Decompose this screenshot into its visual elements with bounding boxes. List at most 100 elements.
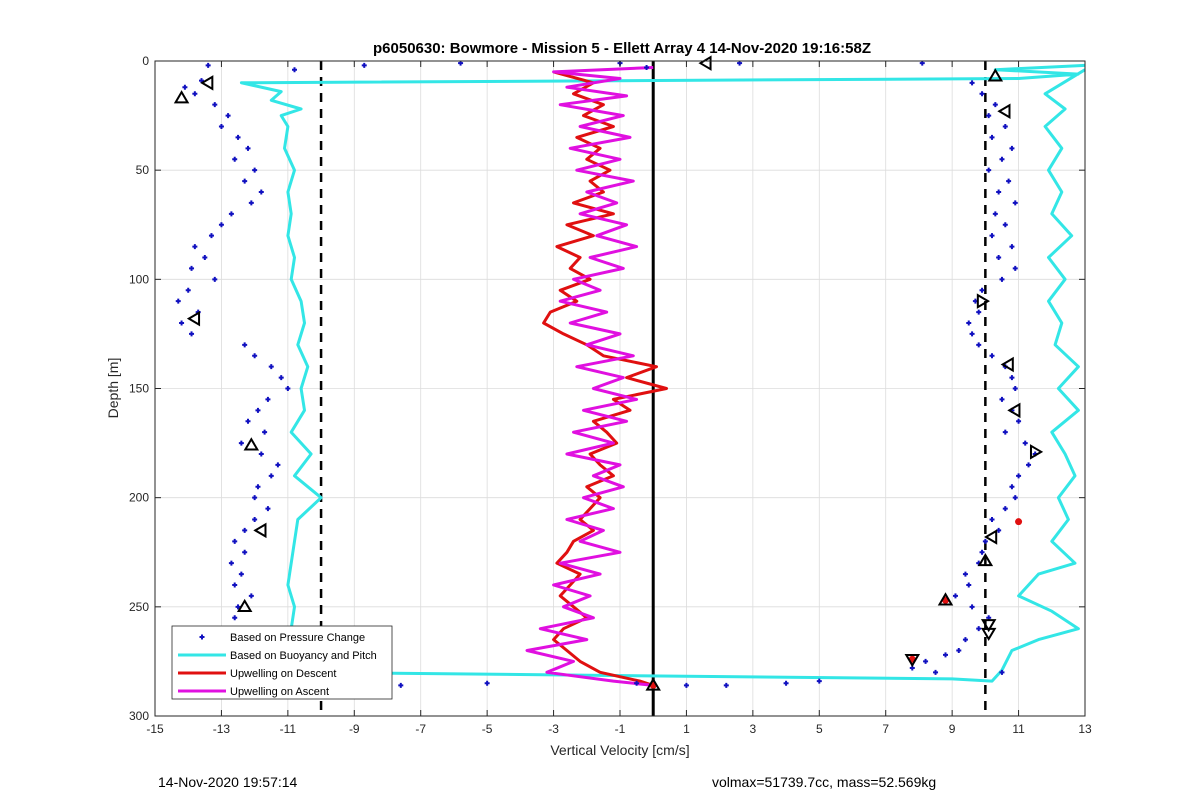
x-axis-label: Vertical Velocity [cm/s]: [550, 742, 689, 758]
pressure-point: [258, 189, 264, 195]
y-tick-label: 200: [129, 491, 149, 505]
pressure-point: [933, 669, 939, 675]
pressure-point: [248, 200, 254, 206]
triangle-marker: [253, 522, 267, 539]
pressure-point: [258, 451, 264, 457]
pressure-point: [976, 342, 982, 348]
pressure-point: [683, 682, 689, 688]
pressure-point: [212, 102, 218, 108]
grid: [154, 60, 1086, 717]
pressure-point: [235, 604, 241, 610]
triangle-marker: [977, 553, 994, 567]
y-tick-label: 0: [142, 54, 149, 68]
triangle-marker: [976, 293, 991, 309]
red-dot: [1015, 518, 1023, 526]
pressure-point: [232, 538, 238, 544]
pressure-point: [361, 62, 367, 68]
footer-info: volmax=51739.7cc, mass=52.569kg: [712, 774, 937, 790]
pressure-point: [205, 62, 211, 68]
triangle-marker: [243, 437, 260, 451]
triangle-marker: [987, 68, 1004, 82]
pressure-point: [1002, 429, 1008, 435]
pressure-point: [962, 571, 968, 577]
pressure-point: [252, 353, 258, 359]
pressure-point: [966, 320, 972, 326]
pressure-point: [268, 473, 274, 479]
pressure-point: [245, 145, 251, 151]
x-tick-label: -15: [146, 722, 164, 736]
pressure-point: [989, 353, 995, 359]
pressure-point: [999, 276, 1005, 282]
pressure-point: [398, 682, 404, 688]
triangle-marker: [904, 654, 921, 668]
x-tick-label: 9: [949, 722, 956, 736]
axes: -15 -13 -11 -9 -7 -5 -3 -1 1 3 5 7 9 11 13050100150200…: [129, 54, 1092, 736]
pressure-point: [992, 211, 998, 217]
pressure-point: [484, 680, 490, 686]
pressure-point: [268, 364, 274, 370]
y-tick-label: 50: [136, 163, 150, 177]
pressure-point: [1009, 145, 1015, 151]
pressure-point: [969, 331, 975, 337]
triangle-marker: [698, 55, 712, 71]
pressure-point: [783, 680, 789, 686]
y-tick-label: 100: [129, 272, 149, 286]
pressure-point: [238, 440, 244, 446]
pressure-point: [999, 396, 1005, 402]
pressure-point: [986, 167, 992, 173]
triangle-marker: [1000, 356, 1014, 373]
legend-swatch: [199, 634, 205, 640]
pressure-point: [202, 255, 208, 260]
pressure-point: [262, 429, 268, 435]
triangle-marker: [173, 90, 190, 104]
pressure-point: [252, 517, 258, 522]
pressure-point: [1012, 265, 1018, 271]
pressure-point: [1009, 244, 1015, 250]
pressure-point: [242, 549, 248, 555]
pressure-point: [986, 113, 992, 119]
pressure-point: [189, 331, 195, 337]
pressure-point: [989, 233, 995, 239]
triangle-marker: [236, 598, 253, 613]
pressure-point: [1006, 178, 1012, 184]
pressure-point: [458, 60, 464, 66]
pressure-point: [634, 680, 640, 686]
chart-title: p6050630: Bowmore - Mission 5 - Ellett A…: [373, 40, 871, 57]
pressure-point: [208, 233, 214, 239]
pressure-point: [255, 484, 261, 490]
pressure-point: [943, 652, 948, 658]
x-tick-label: -5: [482, 722, 493, 736]
pressure-point: [1009, 484, 1015, 490]
x-tick-label: -7: [415, 722, 426, 736]
pressure-point: [1022, 440, 1028, 446]
triangle-marker: [1007, 402, 1021, 419]
pressure-point: [992, 102, 998, 108]
pressure-point: [919, 60, 925, 66]
pressure-point: [255, 407, 261, 413]
y-axis-label: Depth [m]: [105, 358, 121, 419]
pressure-point: [979, 549, 985, 555]
pressure-point: [212, 276, 218, 282]
pressure-point: [232, 615, 238, 621]
pressure-point: [228, 560, 234, 566]
pressure-point: [225, 113, 231, 119]
y-tick-label: 150: [129, 382, 149, 396]
x-tick-label: 3: [750, 722, 757, 736]
pressure-point: [218, 222, 224, 228]
pressure-point: [252, 167, 258, 173]
triangle-marker: [645, 677, 661, 691]
pressure-point: [265, 506, 271, 512]
y-tick-label: 250: [129, 600, 149, 614]
pressure-point: [966, 582, 972, 588]
footer-timestamp: 14-Nov-2020 19:57:14: [158, 774, 298, 790]
pressure-point: [816, 678, 822, 684]
x-tick-label: 13: [1078, 722, 1092, 736]
pressure-point: [182, 84, 188, 90]
pressure-point: [1016, 473, 1022, 479]
pressure-point: [999, 669, 1005, 675]
pressure-point: [242, 178, 248, 184]
pressure-point: [1002, 506, 1008, 512]
pressure-point: [192, 91, 198, 97]
triangle-marker: [997, 103, 1011, 119]
triangle-marker: [984, 529, 998, 545]
